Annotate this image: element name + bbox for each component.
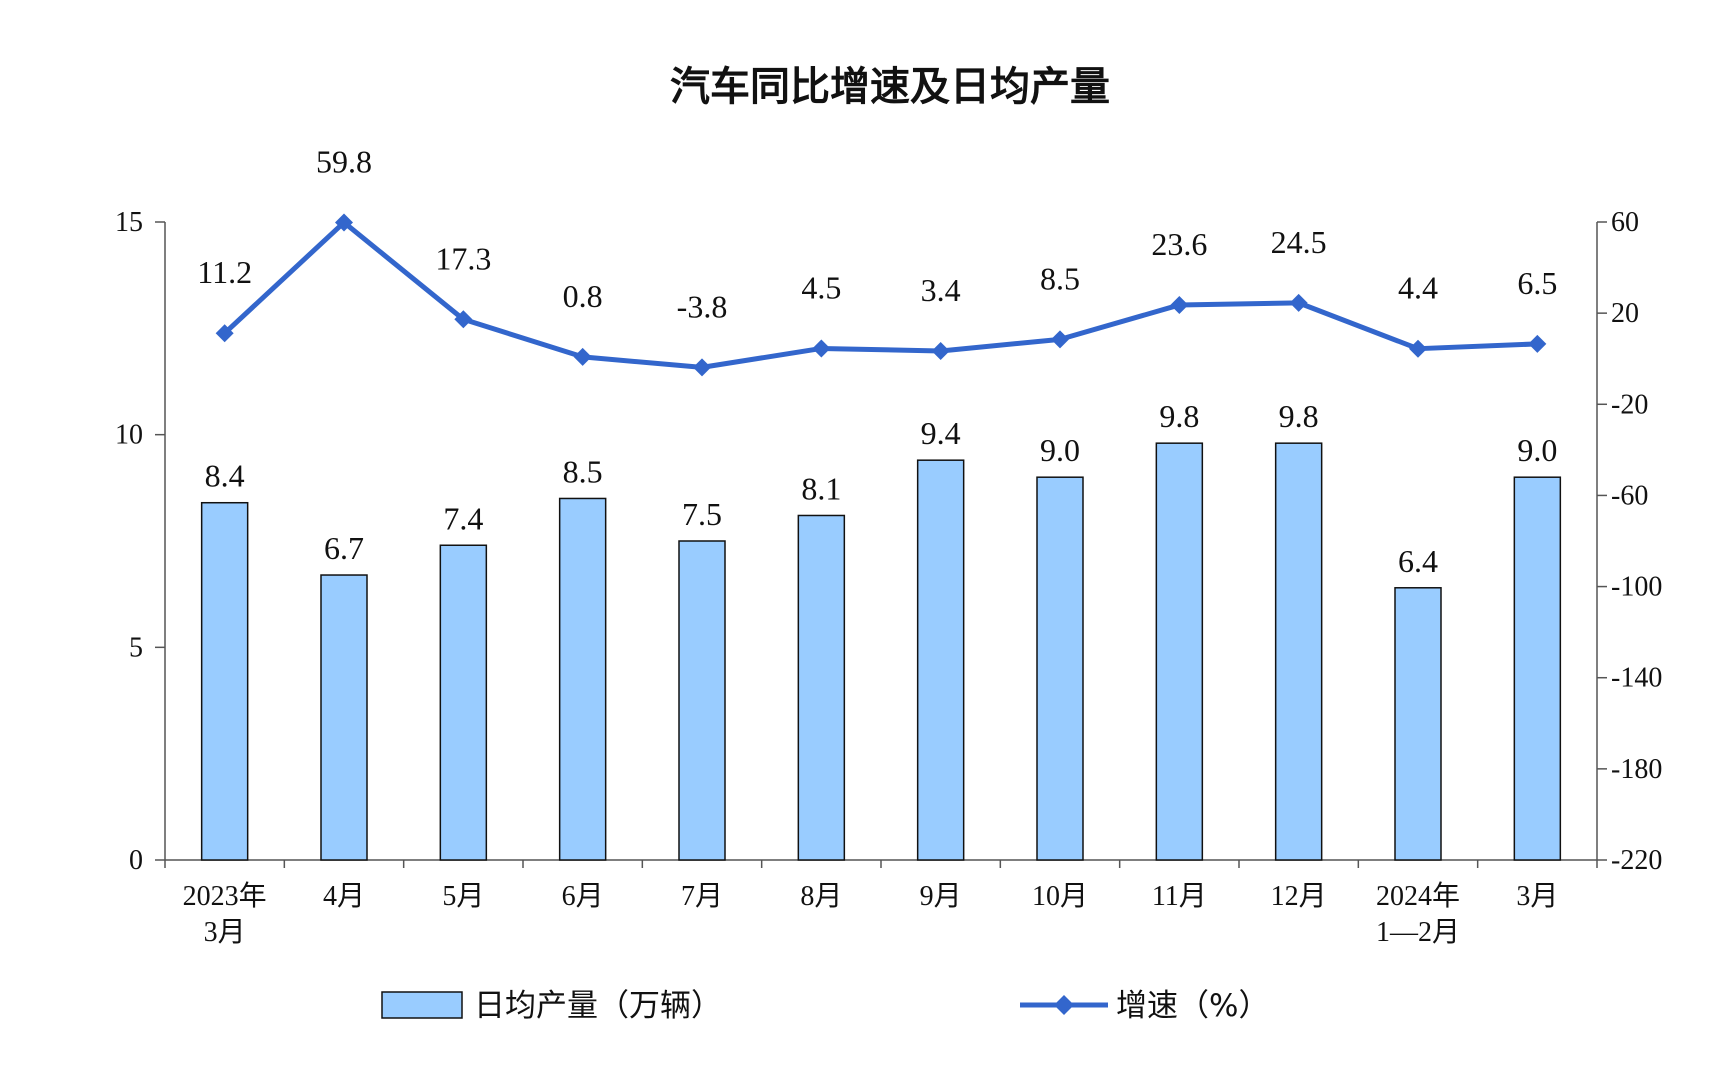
- line-value-label: 8.5: [1040, 260, 1080, 296]
- right-axis-tick-label: -20: [1611, 389, 1648, 420]
- bar-value-label: 7.5: [682, 496, 722, 532]
- left-axis-tick-label: 0: [129, 845, 143, 876]
- category-label: 1—2月: [1376, 917, 1460, 948]
- right-axis-tick-label: -100: [1611, 572, 1662, 603]
- bar-value-label: 9.8: [1279, 398, 1319, 434]
- right-axis-tick-label: 20: [1611, 298, 1639, 329]
- bar: [1513, 476, 1562, 861]
- line-point: [931, 341, 950, 360]
- category-label: 6月: [562, 881, 604, 912]
- bar-series: [200, 442, 1562, 861]
- line-point: [1289, 293, 1308, 312]
- legend: 日均产量（万辆） 增速（%）: [381, 988, 1269, 1024]
- bar: [1036, 476, 1084, 861]
- line-point: [573, 347, 592, 366]
- left-axis-tick-label: 15: [115, 207, 143, 238]
- line-value-label: 11.2: [197, 254, 252, 290]
- bar-value-label: 9.0: [1517, 432, 1557, 468]
- line-point: [812, 339, 831, 358]
- bar-value-label: 9.0: [1040, 432, 1080, 468]
- legend-bar-swatch: [381, 991, 463, 1019]
- category-label: 5月: [442, 881, 484, 912]
- category-label: 9月: [920, 881, 962, 912]
- category-label: 2023年: [183, 880, 267, 912]
- bar: [1274, 442, 1323, 861]
- line-value-label: 23.6: [1151, 226, 1207, 262]
- right-axis-tick-label: 60: [1611, 207, 1639, 238]
- category-label: 12月: [1271, 881, 1327, 912]
- bar-value-label: 8.4: [205, 458, 245, 494]
- right-axis-tick-label: -180: [1611, 754, 1662, 785]
- bar: [1394, 587, 1442, 861]
- line-value-label: 4.4: [1398, 270, 1438, 306]
- legend-line-label: 增速（%）: [1116, 988, 1269, 1024]
- category-label: 7月: [681, 881, 723, 912]
- bar: [200, 501, 249, 861]
- line-value-label: 3.4: [921, 272, 961, 308]
- line-point: [1528, 334, 1547, 353]
- line-value-label: 24.5: [1271, 224, 1327, 260]
- line-point: [693, 358, 711, 377]
- legend-line-marker: [1054, 995, 1074, 1015]
- line-point: [1409, 339, 1427, 358]
- left-axis-tick-label: 10: [115, 420, 143, 451]
- line-series: [215, 213, 1547, 377]
- line-value-label: 59.8: [316, 143, 372, 179]
- bar: [558, 497, 607, 861]
- line-point: [215, 324, 234, 343]
- bar: [320, 574, 368, 861]
- bar: [1155, 442, 1204, 861]
- bar-value-label: 6.7: [324, 530, 364, 566]
- category-label: 10月: [1032, 881, 1088, 912]
- legend-bar-label: 日均产量（万辆）: [474, 988, 722, 1024]
- category-label: 8月: [800, 881, 842, 912]
- category-axis-labels: 2023年 3月 4月 5月 6月 7月 8月 9月 10月 11月 12月 2024年 1—2月 3月: [183, 880, 1559, 948]
- line-value-label: 6.5: [1517, 265, 1557, 301]
- line-point: [1051, 330, 1069, 349]
- line-point: [454, 310, 473, 329]
- line-point: [335, 213, 353, 232]
- bar-value-label: 7.4: [443, 500, 483, 536]
- bar: [916, 459, 965, 861]
- category-label: 11月: [1152, 881, 1207, 912]
- bar-value-label: 9.8: [1159, 398, 1199, 434]
- line-point: [1170, 295, 1189, 314]
- right-axis-tick-label: -220: [1611, 845, 1662, 876]
- axes: 0 5 10 15 -220 -180 -140 -100 -60 -20 20 60: [115, 207, 1662, 876]
- left-axis-tick-label: 5: [129, 632, 143, 663]
- category-label: 3月: [1516, 881, 1558, 912]
- right-axis-tick-label: -60: [1611, 480, 1648, 511]
- growth-line: [222, 219, 1538, 370]
- bar: [797, 514, 846, 861]
- line-value-label: -3.8: [677, 288, 728, 324]
- bar-value-label: 8.1: [801, 470, 841, 506]
- bar-value-label: 6.4: [1398, 543, 1438, 579]
- line-value-label: 0.8: [563, 278, 603, 314]
- category-label: 2024年: [1376, 880, 1460, 912]
- right-axis-tick-label: -140: [1611, 663, 1662, 694]
- category-label: 4月: [323, 881, 365, 912]
- line-value-label: 17.3: [435, 240, 491, 276]
- data-labels: 8.4 6.7 7.4 8.5 7.5 8.1 9.4 9.0 9.8 9.8 6.4 9.0 11.2…: [197, 143, 1557, 578]
- bar-value-label: 9.4: [921, 415, 961, 451]
- line-value-label: 4.5: [801, 269, 841, 305]
- category-label: 3月: [204, 917, 246, 948]
- bar: [439, 544, 488, 861]
- chart-title: 汽车同比增速及日均产量: [670, 64, 1110, 110]
- bar-value-label: 8.5: [563, 453, 603, 489]
- bar: [678, 540, 726, 861]
